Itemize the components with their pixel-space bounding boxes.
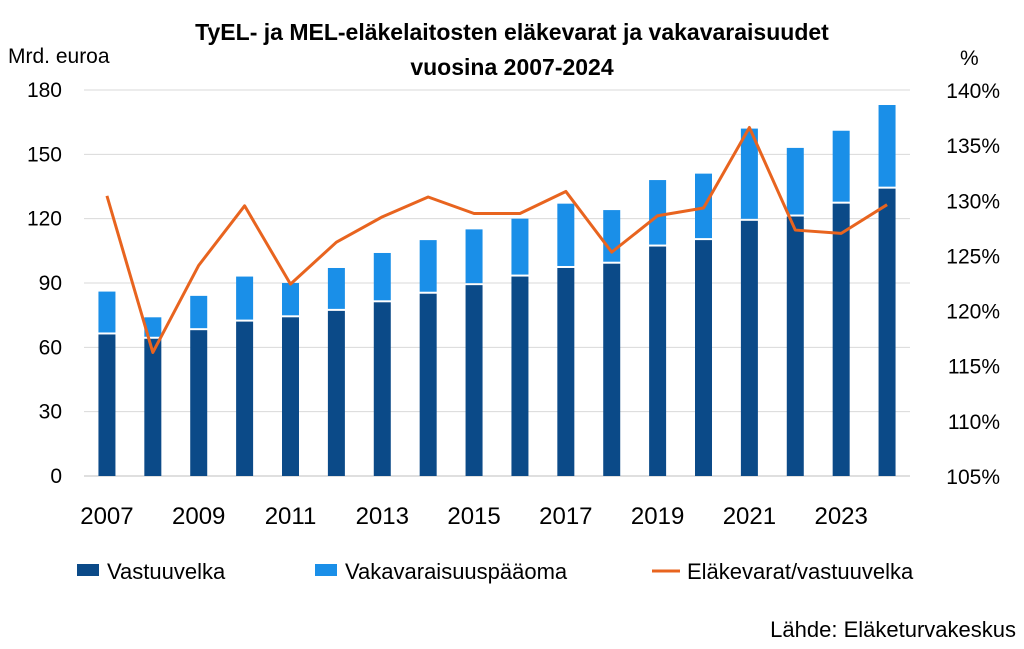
legend-label-vastuuvelka: Vastuuvelka <box>107 559 226 584</box>
right-axis-unit: % <box>960 47 979 70</box>
bar-vakavaraisuuspaaoma-2015 <box>465 229 483 284</box>
bar-vastuuvelka-2010 <box>236 321 254 476</box>
x-tick-label: 2009 <box>172 503 225 530</box>
bar-vakavaraisuuspaaoma-2014 <box>419 240 437 292</box>
x-tick-label: 2013 <box>356 503 409 530</box>
bars <box>98 105 896 476</box>
bar-vastuuvelka-2017 <box>557 267 575 476</box>
x-axis-ticks: 2007 2009 2011 2013 2015 2017 2019 2021 2023 <box>80 503 868 530</box>
left-tick-label: 180 <box>27 79 62 102</box>
right-axis-ticks: 105% 110% 115% 120% 125% 130% 135% 140% <box>946 80 1000 489</box>
bar-vastuuvelka-2013 <box>373 302 391 476</box>
left-tick-label: 60 <box>39 336 62 359</box>
bar-vakavaraisuuspaaoma-2012 <box>327 267 345 309</box>
x-tick-label: 2017 <box>539 503 592 530</box>
right-tick-label: 115% <box>948 356 1000 379</box>
bar-vastuuvelka-2020 <box>695 240 712 476</box>
bar-vakavaraisuuspaaoma-2009 <box>190 295 208 329</box>
x-tick-label: 2019 <box>631 503 684 530</box>
bar-vakavaraisuuspaaoma-2018 <box>603 210 621 262</box>
left-axis-unit: Mrd. euroa <box>8 45 110 68</box>
left-tick-label: 30 <box>39 401 62 424</box>
right-tick-label: 130% <box>946 190 1000 213</box>
left-tick-label: 150 <box>27 143 62 166</box>
chart-title-line1: TyEL- ja MEL-eläkelaitosten eläkevarat j… <box>195 19 829 45</box>
chart-title: TyEL- ja MEL-eläkelaitosten eläkevarat j… <box>195 19 829 80</box>
legend-label-elakevarat-vastuuvelka: Eläkevarat/vastuuvelka <box>687 559 914 584</box>
right-tick-label: 105% <box>946 466 1000 489</box>
bar-vakavaraisuuspaaoma-2007 <box>98 291 116 333</box>
bar-vakavaraisuuspaaoma-2008 <box>144 317 162 337</box>
legend-swatch-vastuuvelka <box>77 564 99 576</box>
bar-vakavaraisuuspaaoma-2023 <box>832 130 850 202</box>
x-tick-label: 2015 <box>447 503 500 530</box>
legend-item-vastuuvelka: Vastuuvelka <box>77 559 226 584</box>
bar-vakavaraisuuspaaoma-2016 <box>511 218 529 275</box>
right-tick-label: 120% <box>946 301 1000 324</box>
x-tick-label: 2011 <box>265 503 317 530</box>
x-tick-label: 2007 <box>80 503 133 530</box>
legend-label-vakavaraisuuspaaoma: Vakavaraisuuspääoma <box>345 559 568 584</box>
bar-vakavaraisuuspaaoma-2011 <box>282 283 299 316</box>
bar-vakavaraisuuspaaoma-2010 <box>236 276 254 320</box>
legend-swatch-vakavaraisuuspaaoma <box>315 564 337 576</box>
right-tick-label: 140% <box>946 80 1000 103</box>
bar-vastuuvelka-2019 <box>649 246 667 476</box>
bar-vastuuvelka-2007 <box>98 334 116 476</box>
bar-vakavaraisuuspaaoma-2019 <box>649 180 667 245</box>
bar-vastuuvelka-2014 <box>419 293 437 476</box>
bar-vastuuvelka-2012 <box>327 310 345 476</box>
source-note: Lähde: Eläketurvakeskus <box>770 617 1016 642</box>
bar-vakavaraisuuspaaoma-2013 <box>373 252 391 301</box>
x-tick-label: 2021 <box>723 503 776 530</box>
bar-vakavaraisuuspaaoma-2024 <box>878 105 896 187</box>
chart-title-line2: vuosina 2007-2024 <box>410 54 614 80</box>
right-tick-label: 135% <box>946 135 1000 158</box>
x-tick-label: 2023 <box>814 503 867 530</box>
bar-vastuuvelka-2015 <box>465 285 483 476</box>
legend-item-vakavaraisuuspaaoma: Vakavaraisuuspääoma <box>315 559 568 584</box>
line-elakevarat-vastuuvelka <box>105 125 888 354</box>
right-tick-label: 125% <box>946 245 1000 268</box>
bar-vakavaraisuuspaaoma-2017 <box>557 203 575 266</box>
bar-vastuuvelka-2018 <box>603 263 621 476</box>
bar-vastuuvelka-2016 <box>511 276 529 476</box>
bar-vastuuvelka-2009 <box>190 330 208 476</box>
right-tick-label: 110% <box>948 411 1000 434</box>
bar-vastuuvelka-2022 <box>786 216 804 476</box>
legend-item-elakevarat-vastuuvelka: Eläkevarat/vastuuvelka <box>652 559 914 584</box>
bar-vastuuvelka-2021 <box>740 220 758 476</box>
bar-vakavaraisuuspaaoma-2022 <box>786 147 804 215</box>
left-tick-label: 120 <box>27 208 62 231</box>
bar-vastuuvelka-2008 <box>144 338 162 476</box>
ratio-line <box>105 125 888 354</box>
left-axis-ticks: 0 30 60 90 120 150 180 <box>27 79 62 488</box>
bar-vakavaraisuuspaaoma-2021 <box>740 128 758 219</box>
bar-vastuuvelka-2023 <box>832 203 850 476</box>
left-tick-label: 90 <box>39 272 62 295</box>
bar-vastuuvelka-2011 <box>282 317 299 476</box>
bar-vastuuvelka-2024 <box>878 188 896 476</box>
left-tick-label: 0 <box>50 465 62 488</box>
legend: Vastuuvelka Vakavaraisuuspääoma Eläkevar… <box>77 559 914 584</box>
gridlines <box>84 89 910 477</box>
